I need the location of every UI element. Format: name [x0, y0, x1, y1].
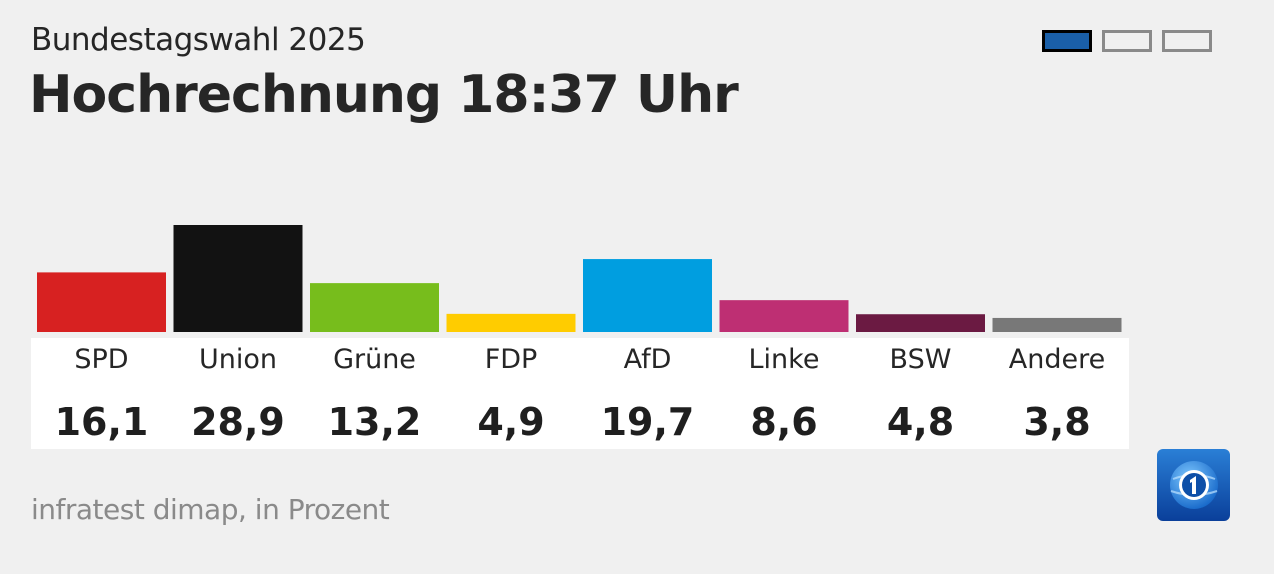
chart-subtitle: Bundestagswahl 2025 — [31, 22, 366, 58]
bar-fdp — [446, 313, 576, 332]
value-label: 28,9 — [191, 400, 285, 444]
page-indicator — [1042, 30, 1212, 52]
category-label: FDP — [485, 344, 538, 375]
bar-spd — [37, 272, 166, 332]
category-label: SPD — [74, 344, 128, 375]
value-label: 19,7 — [601, 400, 695, 444]
category-label: Union — [199, 344, 277, 375]
category-label: Linke — [749, 344, 820, 375]
page-dot-1[interactable] — [1042, 30, 1092, 52]
value-label: 8,6 — [750, 400, 817, 444]
bar-grüne — [310, 283, 439, 332]
source-note: infratest dimap, in Prozent — [31, 493, 390, 526]
tagesschau-one-logo-icon — [1157, 449, 1230, 521]
value-label: 16,1 — [55, 400, 149, 444]
chart-title: Hochrechnung 18:37 Uhr — [29, 65, 739, 125]
category-label: AfD — [624, 344, 672, 375]
bar-linke — [719, 300, 849, 332]
category-label: Andere — [1009, 344, 1105, 375]
bar-union — [173, 225, 303, 332]
category-label: BSW — [890, 344, 952, 375]
value-label: 13,2 — [328, 400, 422, 444]
value-label: 3,8 — [1023, 400, 1090, 444]
bar-bsw — [856, 314, 985, 332]
bar-afd — [583, 259, 712, 332]
labels-panel — [31, 338, 1129, 449]
value-label: 4,9 — [477, 400, 544, 444]
page-dot-2[interactable] — [1102, 30, 1152, 52]
bar-andere — [992, 317, 1122, 332]
value-label: 4,8 — [887, 400, 954, 444]
category-label: Grüne — [333, 344, 416, 375]
page-dot-3[interactable] — [1162, 30, 1212, 52]
